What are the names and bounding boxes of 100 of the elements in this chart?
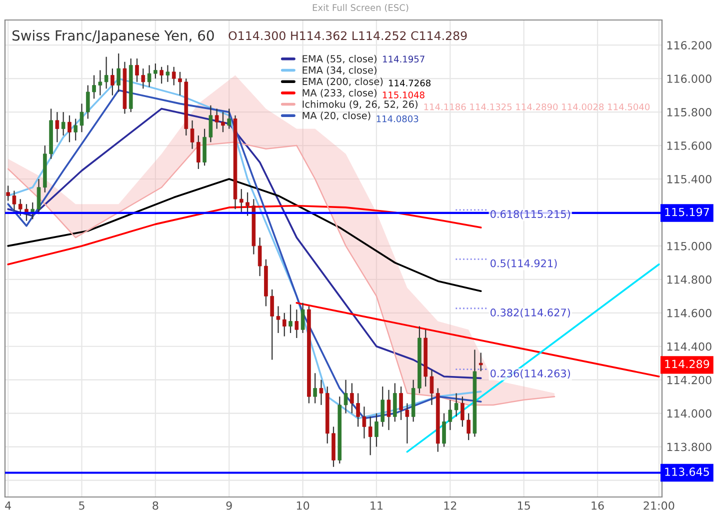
candlestick: [61, 112, 66, 136]
candlestick: [380, 386, 385, 428]
candlestick: [399, 386, 403, 421]
candlestick: [36, 178, 41, 215]
y-tick-label: 115.000: [667, 242, 712, 250]
annotation: 114.1957: [383, 56, 424, 63]
candlestick: [374, 412, 378, 448]
candlestick: [172, 66, 176, 86]
line-series: [7, 178, 482, 292]
candlestick: [135, 58, 139, 82]
y-tick-label: 115.400: [667, 174, 712, 184]
candlestick: [350, 382, 354, 414]
annotation: 115.1048: [382, 92, 424, 98]
candlestick: [227, 108, 232, 130]
x-tick-label: 16: [592, 501, 604, 510]
text: O114.300 H114.362 L114.252 C114.289: [228, 31, 467, 40]
x-tick-label: 12: [444, 501, 456, 510]
x-tick-label: 5: [79, 502, 84, 510]
candlestick: [356, 392, 360, 428]
candlestick: [344, 379, 348, 414]
y-tick-label: 113.800: [667, 442, 712, 452]
candlestick: [405, 402, 410, 444]
annotation: 114.7268: [389, 80, 431, 86]
y-tick-label: 114.000: [667, 409, 712, 418]
candlestick: [294, 308, 299, 339]
candlestick: [460, 396, 464, 428]
candlestick: [12, 190, 16, 212]
legend-label: Ichimoku (9, 26, 52, 26): [302, 100, 418, 109]
candlestick: [98, 70, 102, 96]
candlestick: [240, 188, 244, 214]
y-tick-label: 116.000: [667, 74, 712, 83]
candlestick: [214, 108, 219, 130]
x-tick-label: 21:00: [644, 501, 674, 510]
candlestick: [196, 134, 200, 170]
candlestick: [319, 379, 324, 406]
legend-label: MA (233, close): [302, 88, 376, 98]
text: Swiss Franc/Japanese Yen, 60: [12, 30, 214, 44]
candlestick: [116, 52, 120, 93]
ref-line-label: 115.197: [665, 208, 709, 216]
annotation: 114.0803: [376, 115, 418, 122]
y-tick-label: 115.600: [667, 142, 712, 150]
candlestick: [362, 406, 366, 439]
candlestick: [313, 372, 317, 404]
candlestick: [258, 237, 262, 277]
candlestick: [288, 304, 292, 334]
annotation: 114.1186 114.1325 114.2890 114.0028 114.5040: [424, 103, 650, 110]
candlestick: [300, 302, 305, 334]
candlestick: [221, 112, 225, 133]
legend-label: MA (20, close): [302, 112, 370, 120]
y-tick-label: 114.400: [667, 342, 712, 351]
candlestick: [466, 412, 470, 441]
candlestick: [393, 382, 397, 422]
candlestick: [246, 192, 250, 216]
candlestick: [208, 104, 213, 143]
candlestick: [282, 312, 286, 337]
ref-line-label: 0.5(114.921): [490, 259, 557, 268]
candlestick: [454, 392, 458, 418]
x-tick-label: 11: [370, 502, 383, 510]
ref-line-label: 0.382(114.627): [490, 308, 570, 318]
candlestick: [478, 352, 483, 372]
candlestick: [270, 288, 274, 360]
ref-line-label: 0.618(115.215): [490, 210, 570, 220]
x-tick-label: 8: [152, 501, 158, 510]
candlestick: [55, 112, 60, 143]
y-tick-label: 114.200: [667, 376, 712, 384]
legend-label: EMA (200, close): [302, 78, 383, 86]
candlestick: [68, 114, 72, 143]
candlestick: [80, 103, 84, 133]
text: 114.289: [665, 360, 710, 368]
ref-line-label: 113.645: [665, 468, 709, 476]
x-tick-label: 4: [5, 502, 11, 510]
y-tick-label: 114.600: [667, 308, 712, 318]
candlestick: [104, 56, 108, 90]
candlestick: [154, 62, 158, 80]
candlestick: [74, 118, 78, 142]
candlestick: [166, 64, 170, 82]
candlestick: [92, 74, 96, 100]
line-series: [7, 204, 482, 266]
candlestick: [368, 416, 372, 456]
x-tick-label: 15: [518, 502, 530, 510]
candlestick: [147, 64, 152, 88]
candlestick: [442, 412, 446, 448]
candlestick: [276, 306, 280, 334]
candlestick: [178, 71, 182, 96]
text: Exit Full Screen (ESC): [312, 4, 408, 12]
candlestick: [110, 68, 114, 96]
candlestick: [190, 120, 194, 150]
legend-label: EMA (55, close): [302, 54, 376, 64]
x-tick-label: 10: [296, 501, 310, 510]
candlestick: [18, 198, 22, 216]
ref-line-label: 0.236(114.263): [490, 369, 570, 379]
y-tick-label: 114.800: [667, 275, 712, 284]
legend-label: EMA (34, close): [302, 66, 376, 75]
candlestick: [430, 369, 434, 406]
candlestick: [386, 389, 391, 431]
y-tick-label: 116.200: [667, 41, 712, 50]
candlestick: [160, 66, 164, 84]
candlestick: [6, 185, 10, 202]
candlestick: [141, 68, 146, 90]
candlestick: [86, 84, 90, 120]
